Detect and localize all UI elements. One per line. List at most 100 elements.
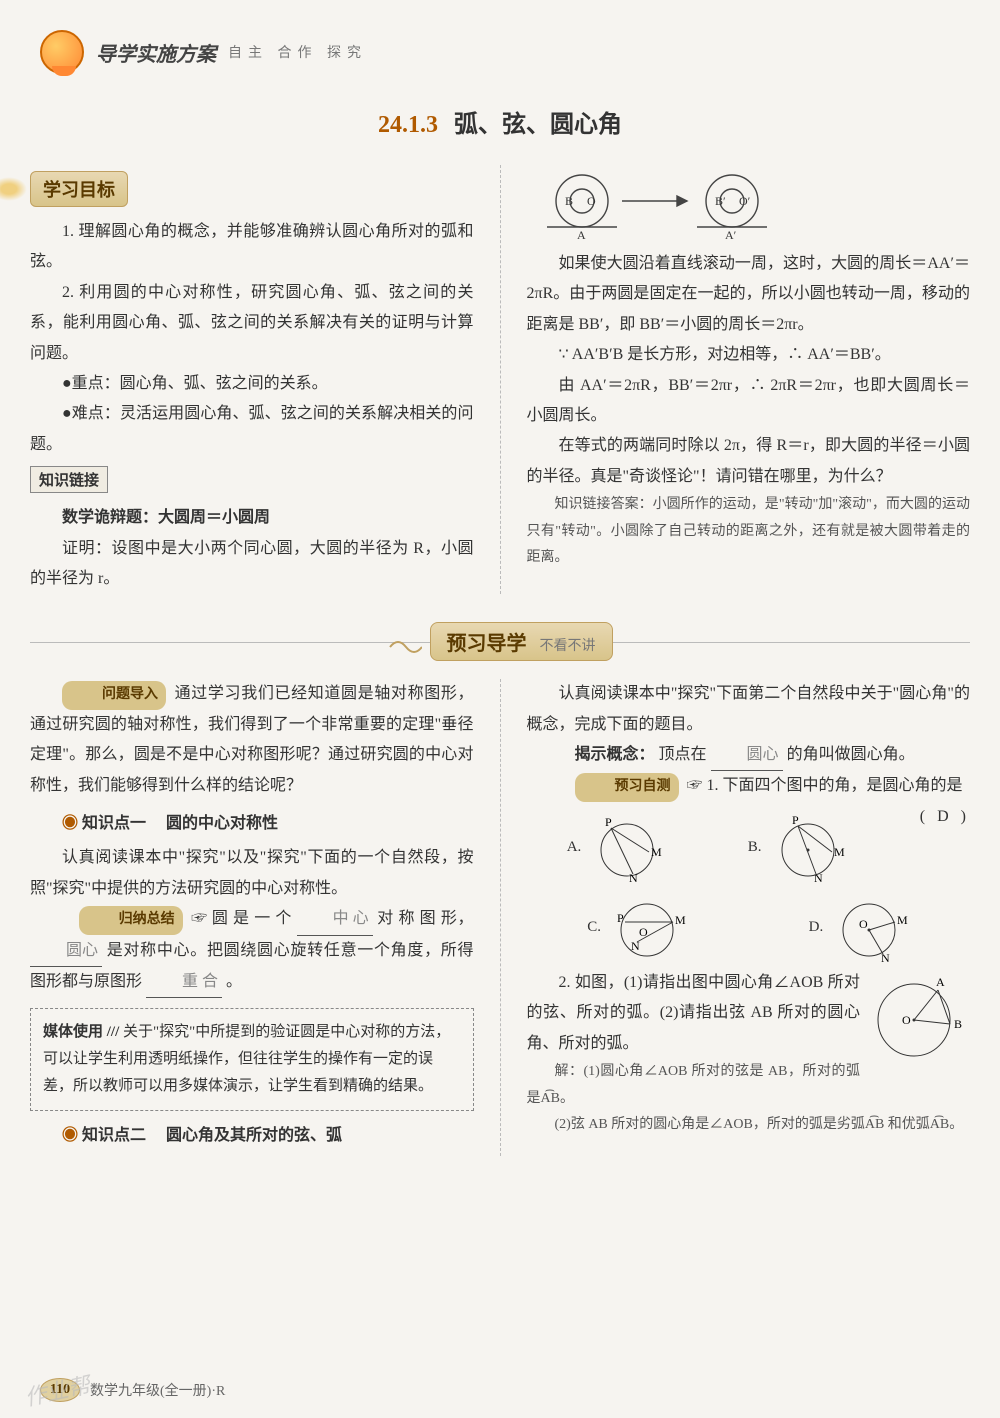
right-answer: 知识链接答案：小圆所作的运动，是"转动"加"滚动"，而大圆的运动只有"转动"。小… — [527, 492, 971, 572]
optC-label: C. — [587, 919, 601, 936]
q2-a2: (2)弦 AB 所对的圆心角是∠AOB，所对的弧是劣弧A͡B 和优弧A͡B。 — [527, 1112, 971, 1139]
logo-icon — [40, 30, 84, 74]
bullet-icon: ◉ — [62, 815, 82, 832]
svg-text:M: M — [651, 845, 662, 859]
kp2-label: 知识点二 — [82, 1127, 146, 1144]
optD-svg: O M N — [829, 892, 909, 962]
column-divider-2 — [500, 679, 501, 1156]
svg-text:O: O — [859, 917, 868, 931]
kp1-label: 知识点一 — [82, 815, 146, 832]
kp2-title: 圆心角及其所对的弦、弧 — [166, 1127, 342, 1144]
goal-focus: ●重点：圆心角、弧、弦之间的关系。 — [30, 369, 474, 399]
intro-paragraph: 问题导入 通过学习我们已经知道圆是轴对称图形，通过研究圆的轴对称性，我们得到了一… — [30, 679, 474, 801]
option-B: B. P M N — [748, 812, 848, 882]
svg-text:O: O — [639, 925, 648, 939]
upper-columns: 学习目标 1. 理解圆心角的概念，并能够准确辨认圆心角所对的弧和弦。 2. 利用… — [30, 165, 970, 594]
q2-svg: A B O — [870, 972, 970, 1062]
right-p3: 由 AA′＝2πR，BB′＝2πr，∴ 2πR＝2πr，也即大圆周长＝小圆周长。 — [527, 371, 971, 432]
svg-text:M: M — [675, 913, 686, 927]
concept-t2: 的角叫做圆心角。 — [787, 746, 915, 763]
svg-text:B: B — [954, 1017, 962, 1031]
svg-text:N: N — [881, 951, 890, 962]
q1-line: 预习自测 ☞ 1. 下面四个图中的角，是圆心角的是 ( D ) — [527, 771, 971, 802]
swirl-icon — [388, 637, 422, 657]
summary-line: 归纳总结 ☞ 圆 是 一 个 中 心 对 称 图 形， 圆心 是对称中心。把圆绕… — [30, 904, 474, 998]
fig-A-label: A — [577, 228, 586, 239]
optA-label: A. — [567, 839, 582, 856]
svg-text:O: O — [902, 1013, 911, 1027]
fig-O-label: O — [587, 194, 596, 208]
q1-options-row2: C. P M N O D. O — [527, 892, 971, 962]
q1-text: 1. 下面四个图中的角，是圆心角的是 — [707, 777, 963, 794]
summary-t1: 圆 是 一 个 — [212, 910, 292, 927]
test-pill: 预习自测 — [575, 773, 679, 802]
fig-Ap-label: A′ — [725, 228, 737, 239]
kp2-heading: ◉ 知识点二 圆心角及其所对的弦、弧 — [30, 1121, 474, 1151]
optD-label: D. — [809, 919, 824, 936]
media-box: 媒体使用 /// 关于"探究"中所提到的验证圆是中心对称的方法，可以让学生利用透… — [30, 1008, 474, 1111]
link-title: 数学诡辩题：大圆周＝小圆周 — [30, 503, 474, 533]
svg-text:A: A — [936, 975, 945, 989]
q1-answer: ( D ) — [888, 802, 970, 832]
right-p2: ∵ AA′B′B 是长方形，对边相等，∴ AA′＝BB′。 — [527, 340, 971, 370]
chapter-number: 24.1.3 — [378, 112, 438, 138]
lower-right-col: 认真阅读课本中"探究"下面第二个自然段中关于"圆心角"的概念，完成下面的题目。 … — [527, 679, 971, 1156]
option-A: A. P M N — [567, 812, 668, 882]
kp2-text: 认真阅读课本中"探究"下面第二个自然段中关于"圆心角"的概念，完成下面的题目。 — [527, 679, 971, 740]
page-header: 导学实施方案 自主 合作 探究 — [30, 30, 970, 74]
svg-text:M: M — [834, 845, 845, 859]
page-number: 110 — [40, 1378, 80, 1402]
q2-figure: A B O — [870, 972, 970, 1062]
lower-columns: 问题导入 通过学习我们已经知道圆是轴对称图形，通过研究圆的轴对称性，我们得到了一… — [30, 679, 970, 1156]
optA-svg: P M N — [587, 812, 667, 882]
footer-text: 数学九年级(全一册)·R — [90, 1380, 225, 1400]
page-footer: 110 数学九年级(全一册)·R — [40, 1378, 225, 1402]
summary-t4: 。 — [226, 973, 242, 990]
bullet-icon-2: ◉ — [62, 1127, 82, 1144]
media-label: 媒体使用 /// — [43, 1024, 119, 1040]
concept-line: 揭示概念： 顶点在 圆心 的角叫做圆心角。 — [527, 740, 971, 771]
svg-text:P: P — [792, 813, 799, 827]
rolling-circles-figure: B O A B′ O′ A′ — [527, 169, 971, 239]
preview-tag: 不看不讲 — [540, 639, 596, 654]
preview-label: 预习导学 不看不讲 — [430, 622, 613, 661]
fig-Bp-label: B′ — [715, 194, 726, 208]
intro-pill: 问题导入 — [62, 681, 166, 710]
optB-svg: P M N — [768, 812, 848, 882]
concept-label: 揭示概念： — [575, 746, 655, 763]
svg-text:M: M — [897, 913, 908, 927]
fig-B-label: B — [565, 194, 573, 208]
svg-text:P: P — [617, 911, 624, 925]
summary-blank2: 圆心 — [30, 936, 102, 967]
q2-a1: 解：(1)圆心角∠AOB 所对的弦是 AB，所对的弧是A͡B。 — [527, 1059, 971, 1112]
option-C: C. P M N O — [587, 892, 687, 962]
header-subtitle: 自主 合作 探究 — [228, 42, 367, 62]
summary-pill: 归纳总结 — [79, 906, 183, 935]
svg-text:P: P — [605, 815, 612, 829]
kp1-text: 认真阅读课本中"探究"以及"探究"下面的一个自然段，按照"探究"中提供的方法研究… — [30, 843, 474, 904]
rolling-circles-svg: B O A B′ O′ A′ — [527, 169, 787, 239]
preview-banner: 预习导学 不看不讲 — [30, 622, 970, 661]
header-title: 导学实施方案 — [96, 38, 216, 67]
right-p4: 在等式的两端同时除以 2π，得 R＝r，即大圆的半径＝小圆的半径。真是"奇谈怪论… — [527, 431, 971, 492]
right-p1: 如果使大圆沿着直线滚动一周，这时，大圆的周长＝AA′＝2πR。由于两圆是固定在一… — [527, 249, 971, 340]
q1-options-row1: A. P M N B. P M — [527, 812, 888, 882]
goal-difficulty: ●难点：灵活运用圆心角、弧、弦之间的关系解决相关的问题。 — [30, 399, 474, 460]
optC-svg: P M N O — [607, 892, 687, 962]
optB-label: B. — [748, 839, 762, 856]
summary-t2: 对 称 图 形， — [377, 910, 473, 927]
goals-label: 学习目标 — [30, 171, 128, 207]
upper-left-col: 学习目标 1. 理解圆心角的概念，并能够准确辨认圆心角所对的弧和弦。 2. 利用… — [30, 165, 474, 594]
chapter-name: 弧、弦、圆心角 — [454, 112, 622, 138]
concept-t1: 顶点在 — [659, 746, 707, 763]
fig-Op-label: O′ — [739, 194, 751, 208]
summary-blank3: 重 合 — [146, 967, 222, 998]
kp1-heading: ◉ 知识点一 圆的中心对称性 — [30, 809, 474, 839]
chapter-title: 24.1.3 弧、弦、圆心角 — [30, 104, 970, 139]
upper-right-col: B O A B′ O′ A′ 如果使大圆沿着直线滚动一周，这时，大圆的周长＝AA… — [527, 165, 971, 594]
svg-text:N: N — [631, 939, 640, 953]
summary-blank1: 中 心 — [297, 904, 373, 935]
column-divider — [500, 165, 501, 594]
knowledge-link-label: 知识链接 — [30, 466, 108, 493]
link-proof: 证明：设图中是大小两个同心圆，大圆的半径为 R，小圆的半径为 r。 — [30, 534, 474, 595]
